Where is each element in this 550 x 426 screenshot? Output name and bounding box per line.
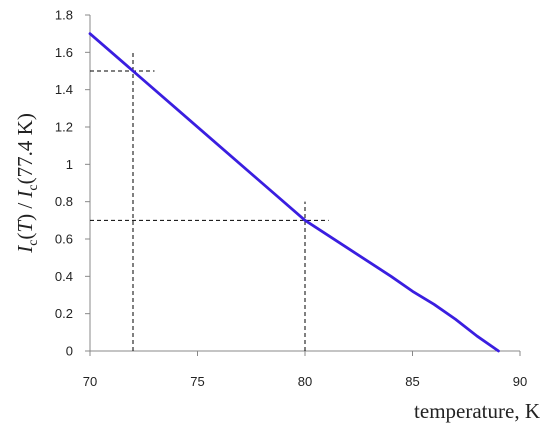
- x-axis-title: temperature, K: [414, 399, 540, 423]
- y-tick-label: 0: [66, 344, 73, 359]
- tick-labels: 0 0.2 0.4 0.6 0.8 1 1.2 1.4 1.6 1.8 70 75 80 85 90: [55, 8, 527, 390]
- y-axis-title: Ic(T) / Ic(77.4 K): [13, 113, 41, 254]
- y-tick-label: 0.6: [55, 232, 73, 247]
- chart-axes: [85, 14, 521, 356]
- y-tick-label: 1.6: [55, 45, 73, 60]
- y-tick-label: 1.4: [55, 82, 73, 97]
- x-tick-label: 85: [405, 374, 419, 389]
- x-tick-label: 90: [513, 374, 527, 389]
- x-tick-label: 75: [190, 374, 204, 389]
- y-tick-label: 0.4: [55, 269, 73, 284]
- chart-series: [88, 32, 500, 353]
- y-tick-label: 0.2: [55, 306, 73, 321]
- y-tick-label: 1: [66, 157, 73, 172]
- y-tick-label: 1.8: [55, 8, 73, 23]
- reference-guides: [90, 52, 329, 351]
- series-line: [88, 32, 500, 353]
- x-tick-label: 80: [298, 374, 312, 389]
- y-tick-label: 0.8: [55, 194, 73, 209]
- x-tick-label: 70: [83, 374, 97, 389]
- y-tick-label: 1.2: [55, 120, 73, 135]
